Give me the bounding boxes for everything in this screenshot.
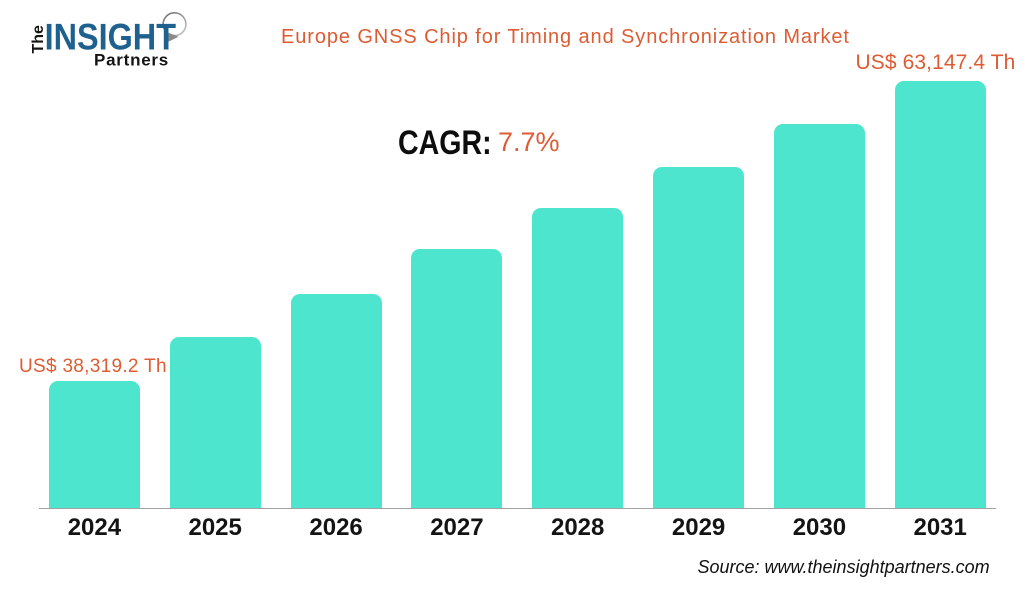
svg-text:Partners: Partners	[94, 50, 169, 69]
svg-text:INSIGHT: INSIGHT	[45, 17, 176, 57]
svg-text:The: The	[30, 25, 47, 54]
